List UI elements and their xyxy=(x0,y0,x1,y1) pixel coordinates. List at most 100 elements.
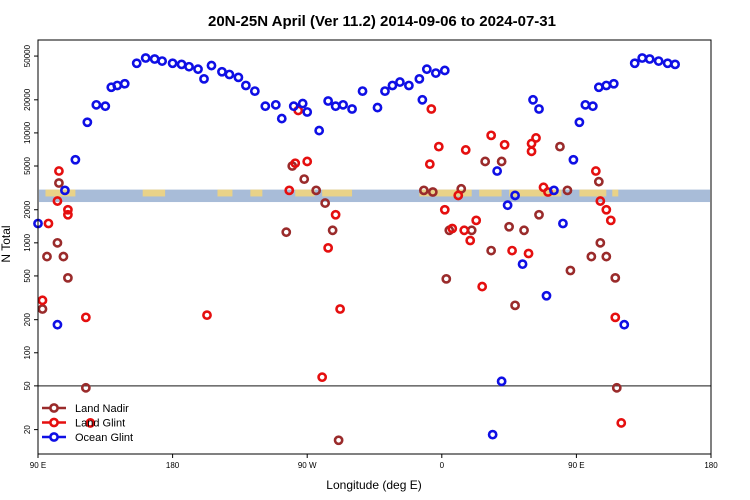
legend-label: Land Nadir xyxy=(75,403,129,415)
y-tick-label: 200 xyxy=(23,312,32,326)
data-point xyxy=(233,72,244,83)
data-point xyxy=(276,113,287,124)
chart-title: 20N-25N April (Ver 11.2) 2014-09-06 to 2… xyxy=(208,13,556,30)
band-accent xyxy=(295,189,315,197)
data-point xyxy=(335,304,346,314)
data-point xyxy=(91,99,102,110)
data-point xyxy=(140,53,151,63)
data-point xyxy=(670,59,681,70)
data-point xyxy=(526,146,537,157)
legend: Land Nadir Land Glint Ocean Glint xyxy=(42,403,133,444)
data-point xyxy=(587,101,598,112)
data-point xyxy=(52,237,63,248)
data-point xyxy=(193,64,203,75)
data-point xyxy=(662,58,673,69)
data-point xyxy=(601,251,612,262)
band-accent xyxy=(217,189,233,197)
data-point xyxy=(317,372,328,383)
data-point xyxy=(302,156,313,167)
data-point xyxy=(496,156,507,167)
data-point xyxy=(417,94,428,105)
data-point xyxy=(492,166,503,176)
data-point xyxy=(206,60,217,71)
data-point xyxy=(167,58,178,69)
y-tick-label: 10000 xyxy=(23,121,32,144)
data-point xyxy=(424,159,435,170)
data-point xyxy=(595,196,606,206)
data-point xyxy=(270,99,281,110)
data-point xyxy=(433,141,444,152)
data-point xyxy=(586,251,597,262)
legend-label: Ocean Glint xyxy=(75,432,133,444)
series-land-glint xyxy=(37,104,627,428)
data-point xyxy=(619,319,630,330)
data-point xyxy=(549,185,559,196)
data-point xyxy=(224,69,235,80)
data-point xyxy=(37,304,48,314)
data-point xyxy=(54,178,64,188)
data-point xyxy=(42,251,52,262)
data-point xyxy=(593,176,604,187)
data-point xyxy=(320,198,331,208)
data-point xyxy=(52,196,63,206)
band-accent xyxy=(142,189,166,197)
x-tick-label: 90 E xyxy=(568,461,584,470)
data-point xyxy=(281,227,292,238)
data-point xyxy=(477,281,488,292)
band-accent xyxy=(509,189,562,197)
data-point xyxy=(58,251,69,262)
y-tick-label: 1000 xyxy=(23,233,32,251)
data-point xyxy=(80,312,91,323)
data-point xyxy=(616,418,627,428)
data-point xyxy=(311,185,322,196)
data-point xyxy=(395,77,405,87)
data-point xyxy=(441,273,452,284)
data-point xyxy=(82,117,93,128)
data-point xyxy=(534,104,544,114)
data-point xyxy=(54,166,64,176)
data-point xyxy=(439,65,450,76)
x-tick-label: 180 xyxy=(704,461,718,470)
legend-marker xyxy=(49,432,59,442)
data-point xyxy=(299,174,310,185)
data-point xyxy=(430,68,441,78)
data-point xyxy=(637,53,648,63)
data-point xyxy=(52,319,63,330)
band-accent xyxy=(322,189,353,197)
data-point xyxy=(486,245,497,256)
y-tick-label: 20000 xyxy=(23,88,32,111)
data-point xyxy=(288,101,299,112)
data-point xyxy=(601,204,612,215)
data-point xyxy=(558,218,568,229)
data-points xyxy=(33,53,681,446)
data-point xyxy=(327,225,338,236)
data-point xyxy=(43,218,54,229)
data-point xyxy=(284,185,295,196)
data-point xyxy=(459,225,470,236)
data-point xyxy=(574,117,585,128)
data-point xyxy=(487,429,498,440)
data-point xyxy=(323,242,334,253)
data-point xyxy=(517,259,528,270)
band-accent xyxy=(419,189,472,197)
y-axis: 20 50 100 200 500 1000 2000 5000 10000 20000 50000 xyxy=(23,44,38,434)
data-point xyxy=(184,61,194,72)
data-point xyxy=(447,223,458,234)
data-point xyxy=(504,221,514,232)
data-point xyxy=(629,58,640,69)
data-point xyxy=(380,86,390,97)
legend-item: Land Glint xyxy=(42,418,125,430)
data-point xyxy=(217,66,227,77)
data-point xyxy=(653,56,664,66)
data-point xyxy=(323,96,334,106)
x-tick-label: 180 xyxy=(166,461,180,470)
data-point xyxy=(555,141,565,152)
band-accent xyxy=(612,189,619,197)
x-tick-label: 90 E xyxy=(30,461,46,470)
band-accent xyxy=(45,189,76,197)
data-point xyxy=(297,98,308,109)
data-point xyxy=(453,190,464,201)
band-accent xyxy=(250,189,263,197)
data-point xyxy=(199,73,209,84)
